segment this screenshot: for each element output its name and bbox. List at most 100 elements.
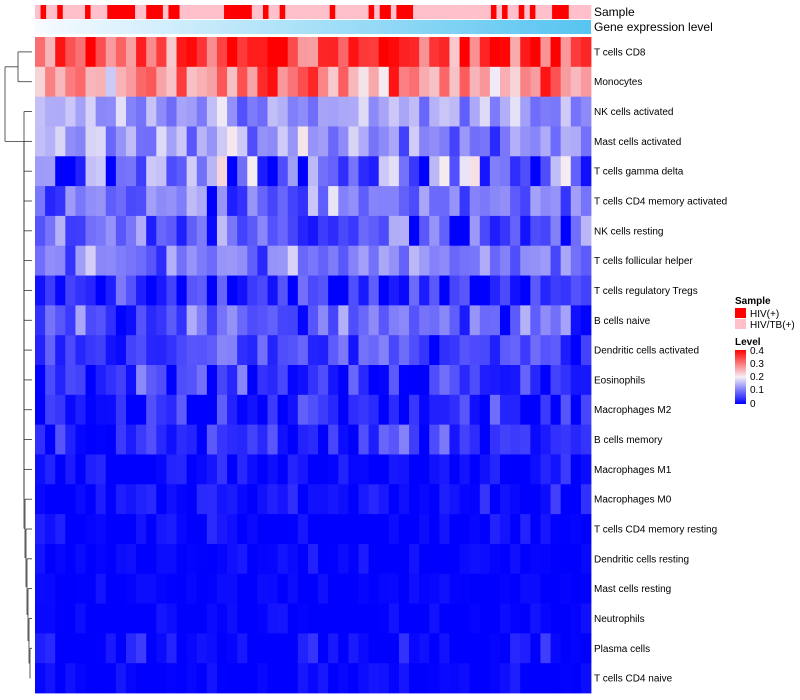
heatmap-cell bbox=[227, 275, 238, 306]
heatmap-cell bbox=[277, 335, 289, 366]
heatmap-cell bbox=[419, 633, 430, 664]
heatmap-cell bbox=[338, 454, 349, 485]
heatmap-cell bbox=[227, 186, 238, 217]
heatmap-cell bbox=[55, 305, 66, 336]
heatmap-cell bbox=[540, 96, 551, 127]
heatmap-cell bbox=[570, 215, 582, 247]
heatmap-cell bbox=[267, 66, 279, 98]
heatmap-cell bbox=[277, 454, 289, 485]
heatmap-cell bbox=[216, 37, 228, 68]
heatmap-cell bbox=[358, 394, 369, 426]
heatmap-cell bbox=[318, 394, 329, 426]
heatmap-cell bbox=[257, 573, 268, 604]
heatmap-cell bbox=[115, 335, 127, 366]
heatmap-cell bbox=[338, 215, 349, 247]
heatmap-cell bbox=[186, 37, 198, 68]
heatmap-cell bbox=[136, 66, 147, 98]
heatmap-cell bbox=[277, 305, 289, 336]
row-label: T cells CD4 memory activated bbox=[594, 197, 727, 208]
heatmap-cell bbox=[348, 126, 359, 157]
heatmap-cell bbox=[419, 186, 430, 217]
heatmap-cell bbox=[328, 126, 339, 157]
heatmap-cell bbox=[196, 633, 208, 664]
sample-annotation-cell bbox=[290, 5, 297, 19]
heatmap-cell bbox=[277, 394, 289, 426]
heatmap-cell bbox=[560, 394, 572, 426]
heatmap-cell bbox=[550, 275, 562, 306]
heatmap-cell bbox=[429, 514, 440, 545]
heatmap-cell bbox=[75, 245, 86, 276]
heatmap-cell bbox=[247, 543, 258, 575]
heatmap-cell bbox=[176, 126, 188, 157]
heatmap-cell bbox=[550, 156, 562, 187]
heatmap-cell bbox=[398, 245, 410, 276]
heatmap-cell bbox=[166, 126, 177, 157]
heatmap-cell bbox=[186, 365, 198, 396]
heatmap-cell bbox=[530, 543, 541, 575]
heatmap-cell bbox=[489, 663, 501, 694]
heatmap-cell bbox=[206, 484, 218, 515]
heatmap-cell bbox=[227, 365, 238, 396]
heatmap-cell bbox=[156, 484, 167, 515]
heatmap-cell bbox=[489, 514, 501, 545]
sample-annotation-cell bbox=[190, 5, 197, 19]
heatmap-cell bbox=[520, 66, 531, 98]
sample-annotation-cell bbox=[285, 5, 292, 19]
heatmap-cell bbox=[388, 365, 400, 396]
sample-annotation-cell bbox=[524, 5, 531, 19]
heatmap-cell bbox=[409, 663, 420, 694]
heatmap-cell bbox=[520, 245, 531, 276]
heatmap-cell bbox=[368, 215, 380, 247]
sample-annotation-cell bbox=[207, 5, 214, 19]
heatmap-cell bbox=[227, 484, 238, 515]
heatmap-cell bbox=[176, 365, 188, 396]
heatmap-cell bbox=[85, 186, 97, 217]
sample-annotation-cell bbox=[513, 5, 520, 19]
heatmap-cell bbox=[267, 424, 279, 455]
heatmap-cell bbox=[540, 156, 551, 187]
heatmap-cell bbox=[125, 573, 137, 604]
heatmap-cell bbox=[115, 454, 127, 485]
heatmap-cell bbox=[398, 663, 410, 694]
heatmap-cell bbox=[348, 365, 359, 396]
heatmap-cell bbox=[186, 663, 198, 694]
heatmap-cell bbox=[297, 663, 309, 694]
heatmap-cell bbox=[186, 335, 198, 366]
heatmap-cell bbox=[247, 573, 258, 604]
heatmap-cell bbox=[95, 305, 107, 336]
heatmap-cell bbox=[257, 663, 268, 694]
heatmap-cell bbox=[570, 96, 582, 127]
heatmap-cell bbox=[459, 365, 471, 396]
heatmap-cell bbox=[65, 454, 76, 485]
heatmap-cell bbox=[45, 37, 56, 68]
heatmap-cell bbox=[267, 603, 279, 634]
heatmap-cell bbox=[348, 335, 359, 366]
heatmap-cell bbox=[136, 454, 147, 485]
heatmap-cell bbox=[540, 454, 551, 485]
heatmap-cell bbox=[378, 543, 390, 575]
heatmap-cell bbox=[580, 245, 592, 276]
heatmap-cell bbox=[75, 543, 86, 575]
heatmap-cell bbox=[459, 603, 471, 634]
heatmap-cell bbox=[318, 305, 329, 336]
heatmap-cell bbox=[409, 365, 420, 396]
heatmap-cell bbox=[247, 633, 258, 664]
heatmap-cell bbox=[146, 156, 157, 187]
heatmap-cell bbox=[297, 66, 309, 98]
heatmap-cell bbox=[277, 365, 289, 396]
heatmap-cell bbox=[489, 66, 501, 98]
heatmap-cell bbox=[257, 186, 268, 217]
heatmap-cell bbox=[520, 394, 531, 426]
heatmap-cell bbox=[449, 305, 460, 336]
heatmap-cell bbox=[318, 66, 329, 98]
heatmap-cell bbox=[560, 454, 572, 485]
heatmap-cell bbox=[500, 603, 511, 634]
heatmap-cell bbox=[318, 335, 329, 366]
row-label: Macrophages M1 bbox=[594, 465, 672, 476]
heatmap-cell bbox=[216, 454, 228, 485]
heatmap-cell bbox=[95, 275, 107, 306]
heatmap-cell bbox=[105, 484, 117, 515]
heatmap-cell bbox=[216, 156, 228, 187]
heatmap-cell bbox=[186, 454, 198, 485]
heatmap-cell bbox=[570, 156, 582, 187]
